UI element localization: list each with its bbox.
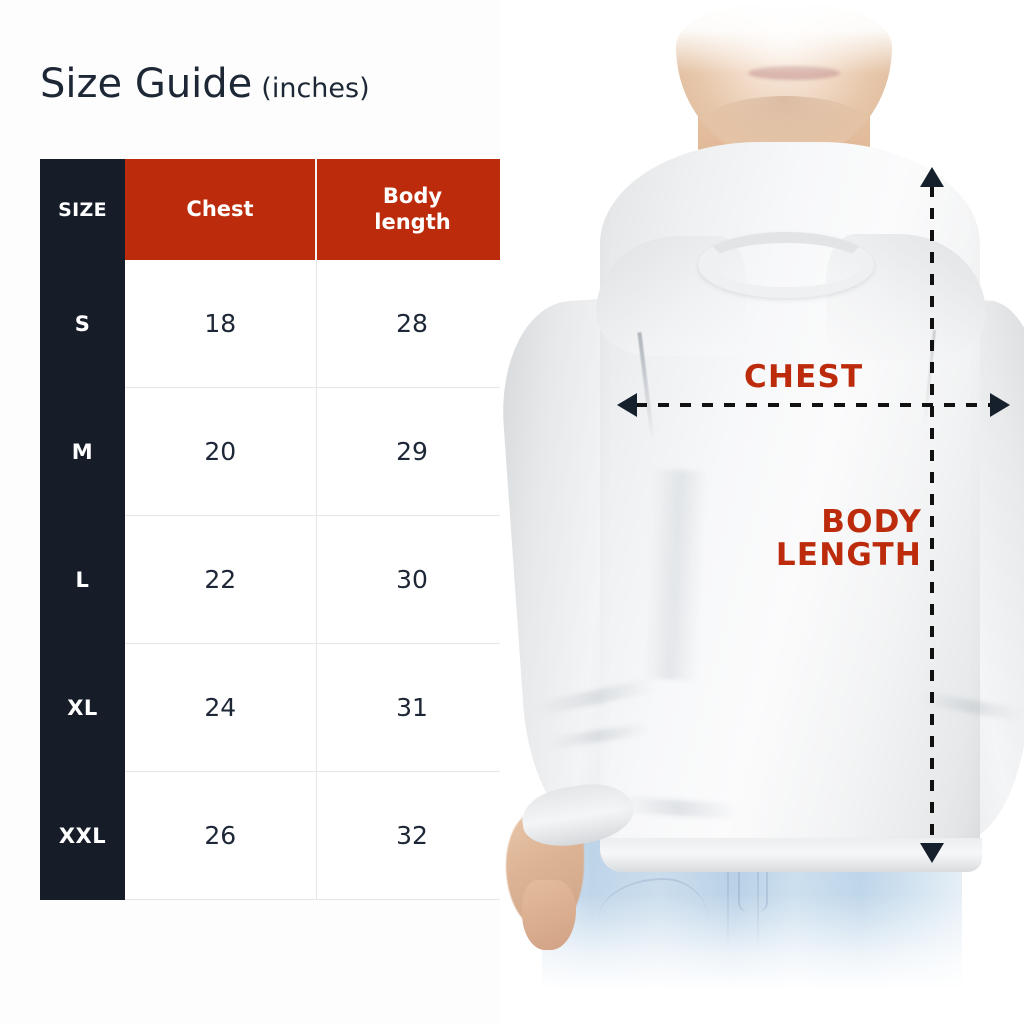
table-row: M 20 29 (40, 387, 509, 516)
cell-body-l: 30 (315, 515, 509, 644)
fabric-fold (642, 468, 710, 682)
cell-body-m: 29 (315, 387, 509, 516)
jeans-seam (727, 838, 729, 948)
table-row: L 22 30 (40, 515, 509, 644)
cell-chest-s: 18 (125, 260, 317, 388)
cell-body-xxl: 32 (315, 771, 509, 900)
cell-chest-xl: 24 (125, 643, 317, 772)
jeans-fly-seam (738, 836, 768, 912)
table-header-row: SIZE Chest Body length (40, 159, 508, 260)
table-row: XL 24 31 (40, 643, 509, 772)
column-header-body-length-line1: Body (382, 183, 443, 208)
column-header-body-length-line2: length (374, 209, 451, 234)
cell-chest-xxl: 26 (125, 771, 317, 900)
cell-size-m: M (40, 387, 125, 516)
model-fingers (522, 880, 576, 950)
jeans-pocket-seam (598, 878, 708, 920)
cell-size-xl: XL (40, 643, 125, 772)
table-row: S 18 28 (40, 260, 509, 388)
cell-size-xxl: XXL (40, 771, 125, 900)
cell-size-s: S (40, 260, 125, 388)
column-header-size: SIZE (40, 159, 125, 260)
face-fade-overlay (660, 0, 910, 74)
page-title-unit-note: (inches) (261, 73, 370, 104)
product-photo (500, 0, 1024, 1024)
table-body: S 18 28 M 20 29 L 22 30 XL 24 31 XXL 26 (40, 260, 509, 900)
size-chart-table: SIZE Chest Body length S 18 28 M 20 29 L (40, 159, 509, 900)
cell-chest-m: 20 (125, 387, 317, 516)
cell-body-s: 28 (315, 260, 509, 388)
page-title: Size Guide (inches) (40, 64, 370, 104)
cell-size-l: L (40, 515, 125, 644)
page-title-main: Size Guide (40, 61, 253, 107)
shirt-collar (698, 232, 874, 298)
table-header: SIZE Chest Body length (40, 159, 508, 260)
column-header-body-length: Body length (315, 159, 508, 260)
jeans-seam (757, 838, 759, 948)
cell-chest-l: 22 (125, 515, 317, 644)
column-header-chest: Chest (125, 159, 316, 260)
table-row: XXL 26 32 (40, 771, 509, 900)
shirt-hem (600, 838, 982, 872)
cell-body-xl: 31 (315, 643, 509, 772)
